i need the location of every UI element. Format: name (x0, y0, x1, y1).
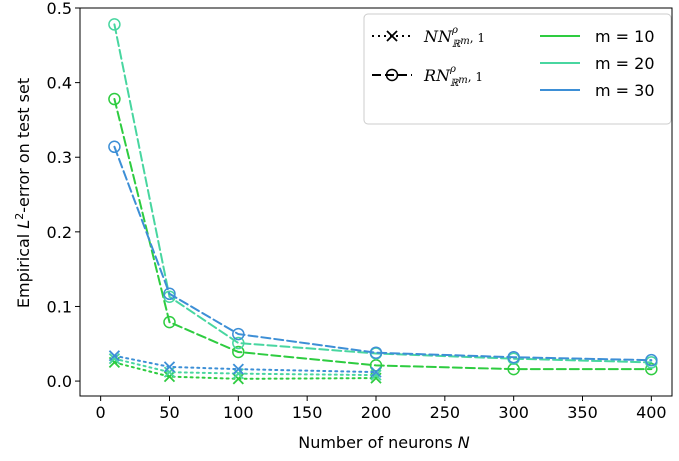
x-marker-stroke (232, 363, 244, 375)
series-line (113, 357, 377, 377)
legend: NNρ ℝm, 1 RNρ ℝm, 1 m = 10 m = 20 m = 30 (363, 13, 672, 125)
x-tick-label: 300 (498, 403, 529, 422)
data-point (232, 327, 245, 341)
data-point (645, 353, 658, 367)
x-tick-label: 200 (361, 403, 392, 422)
legend-marker-sample (385, 68, 399, 82)
legend-style-entries: NNρ ℝm, 1 RNρ ℝm, 1 (372, 25, 485, 89)
data-point (108, 353, 121, 365)
data-point (369, 346, 383, 359)
y-tick-label: 0.0 (47, 372, 72, 391)
series-line (113, 354, 377, 374)
legend-color-entry: m = 10 (540, 27, 655, 46)
x-marker-stroke (232, 373, 244, 385)
y-tick-label: 0.5 (47, 0, 72, 18)
x-marker-stroke (163, 370, 176, 383)
legend-box (363, 13, 672, 125)
plot-marks (108, 18, 658, 385)
series-line (113, 145, 653, 362)
data-point (645, 362, 658, 376)
y-axis-ticks: 0.0 0.1 0.2 0.3 0.4 0.5 (47, 0, 80, 391)
data-point (232, 363, 244, 375)
data-point (108, 140, 121, 154)
legend-marker-sample (386, 30, 398, 42)
series-line (113, 98, 653, 371)
y-tick-label: 0.1 (47, 297, 72, 316)
legend-color-entry: m = 30 (540, 81, 655, 100)
x-tick-label: 150 (292, 403, 323, 422)
data-point (232, 336, 245, 350)
series-dotted-m20 (108, 353, 382, 381)
data-point (507, 350, 520, 364)
x-marker-stroke (163, 366, 176, 378)
y-tick-label: 0.4 (47, 74, 72, 93)
data-point (370, 366, 382, 378)
x-marker-stroke (163, 361, 176, 373)
legend-color-label: m = 20 (595, 54, 655, 73)
x-marker-stroke (370, 369, 382, 381)
series-dashed-m10 (108, 92, 658, 376)
data-point (163, 315, 176, 329)
legend-color-entry: m = 20 (540, 54, 655, 73)
x-marker-stroke (108, 350, 121, 362)
data-point (163, 370, 176, 383)
x-marker-stroke (386, 30, 398, 42)
legend-style-entry: RNρ ℝm, 1 (372, 64, 483, 89)
x-tick-label: 250 (430, 403, 461, 422)
data-point (232, 367, 244, 380)
legend-style-label: NNρ ℝm, 1 (423, 25, 485, 50)
data-point (232, 345, 245, 359)
data-point (108, 18, 121, 31)
data-point (232, 373, 244, 385)
legend-color-label: m = 30 (595, 81, 655, 100)
x-axis-label: Number of neurons N (298, 433, 470, 452)
data-point (108, 350, 121, 362)
y-tick-label: 0.2 (47, 223, 72, 242)
series-line (113, 361, 377, 380)
legend-style-label: RNρ ℝm, 1 (423, 64, 483, 89)
series-dotted-m30 (108, 350, 382, 378)
legend-style-entry: NNρ ℝm, 1 (372, 25, 485, 50)
y-axis-label: Empirical L2-error on test set (13, 78, 33, 308)
x-tick-label: 0 (96, 403, 106, 422)
x-axis-ticks: 0 50 100 150 200 250 300 350 400 (96, 396, 667, 422)
x-marker-stroke (108, 353, 121, 365)
data-point (163, 361, 176, 373)
x-tick-label: 100 (223, 403, 254, 422)
series-dashed-m30 (108, 140, 658, 367)
data-point (163, 366, 176, 378)
x-marker-stroke (370, 366, 382, 378)
x-tick-label: 50 (159, 403, 179, 422)
x-tick-label: 400 (636, 403, 667, 422)
legend-color-label: m = 10 (595, 27, 655, 46)
data-point (108, 92, 121, 106)
x-marker-stroke (232, 367, 244, 380)
x-tick-label: 350 (567, 403, 598, 422)
data-point (163, 287, 176, 301)
y-tick-label: 0.3 (47, 148, 72, 167)
series-line (113, 23, 653, 364)
legend-color-entries: m = 10 m = 20 m = 30 (540, 27, 655, 100)
